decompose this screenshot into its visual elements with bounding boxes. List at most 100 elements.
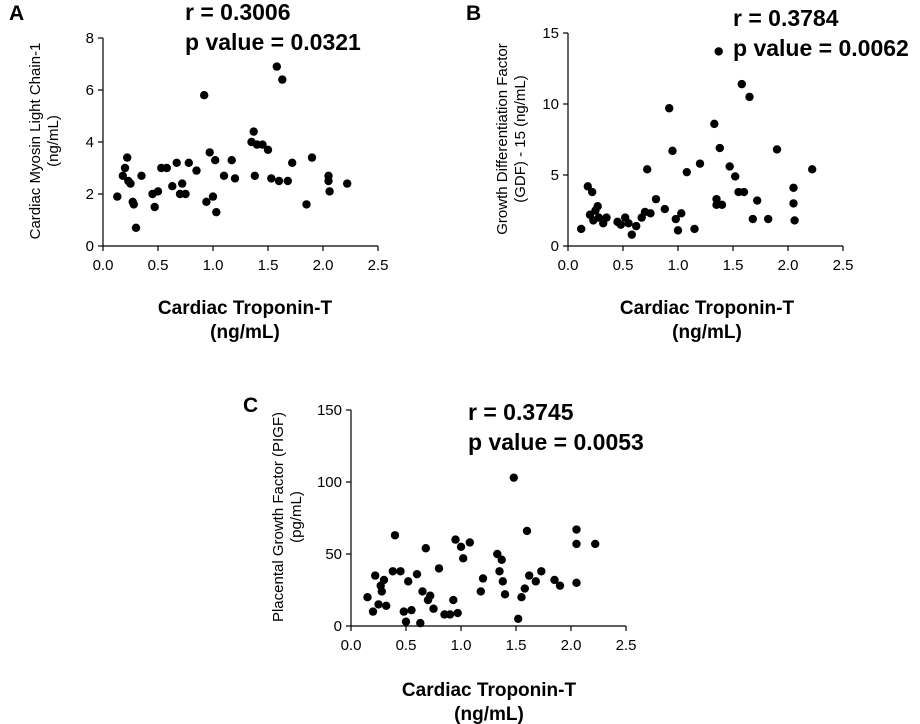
data-point-b — [593, 202, 602, 211]
x-tick-label-b: 0.5 — [613, 257, 634, 274]
data-point-c — [478, 574, 488, 583]
data-point-c — [404, 577, 413, 586]
x-tick-label-b: 2.5 — [833, 257, 854, 274]
data-point-a — [274, 176, 284, 186]
data-point-c — [416, 618, 425, 628]
data-point-a — [211, 156, 220, 165]
data-point-b — [665, 104, 674, 113]
panel-label-a: A — [9, 2, 24, 25]
data-point-b — [717, 200, 727, 210]
data-point-c — [382, 601, 391, 611]
data-point-c — [537, 567, 546, 576]
data-point-b — [739, 187, 749, 197]
data-point-b — [673, 226, 683, 235]
y-tick-label-b: 10 — [542, 96, 559, 113]
stat-r-c: r = 0.3745 — [468, 399, 574, 425]
data-point-a — [120, 163, 130, 173]
data-point-b — [737, 79, 746, 89]
data-point-a — [126, 179, 135, 188]
y-tick-label-a: 4 — [86, 134, 94, 151]
data-point-a — [250, 171, 259, 180]
data-point-a — [267, 174, 276, 183]
data-point-a — [168, 182, 177, 191]
data-point-b — [646, 209, 655, 218]
data-point-c — [434, 564, 444, 573]
x-tick-label-c: 1.5 — [506, 637, 527, 654]
data-point-c — [377, 587, 386, 596]
data-point-a — [129, 200, 138, 209]
data-point-a — [162, 163, 171, 173]
data-point-c — [495, 567, 504, 576]
x-tick-label-a: 0.5 — [148, 257, 169, 274]
data-point-c — [531, 577, 540, 586]
y-tick-label-a: 0 — [86, 238, 94, 255]
data-point-c — [550, 575, 559, 585]
data-point-a — [113, 192, 122, 201]
data-point-c — [514, 614, 523, 623]
data-point-a — [202, 197, 211, 206]
data-point-c — [363, 593, 372, 602]
data-point-c — [456, 542, 466, 551]
y-axis-label-c-line1: Placental Growth Factor (PIGF) — [270, 412, 287, 622]
data-point-a — [324, 176, 333, 186]
data-point-a — [205, 148, 214, 157]
data-point-c — [572, 578, 581, 587]
x-axis-label-c-line2: (ng/mL) — [454, 704, 524, 724]
data-point-b — [643, 165, 652, 174]
x-tick-label-b: 2.0 — [778, 257, 799, 274]
x-tick-label-b: 1.5 — [723, 257, 744, 274]
x-tick-label-c: 0.5 — [396, 637, 417, 654]
y-axis-label-b-line1: Growth Differentiation Factor — [494, 43, 511, 234]
data-point-c — [459, 554, 468, 563]
data-point-c — [371, 571, 380, 580]
y-tick-label-a: 2 — [86, 186, 94, 203]
data-point-b — [602, 213, 611, 222]
data-point-a — [249, 127, 258, 136]
data-point-b — [660, 204, 669, 214]
x-tick-label-a: 1.0 — [203, 257, 224, 274]
data-point-a — [219, 171, 229, 180]
plot-area-b: 0 5 10 15 0.0 0.5 1.0 1.5 2.0 2.5 — [542, 25, 853, 274]
x-tick-label-b: 0.0 — [558, 257, 579, 274]
y-axis-label-a-line2: (ng/mL) — [45, 115, 62, 167]
data-point-b — [651, 194, 661, 204]
data-point-c — [368, 607, 378, 616]
stat-p-c: p value = 0.0053 — [468, 429, 644, 455]
data-point-b — [725, 162, 734, 171]
data-point-c — [498, 577, 507, 586]
y-tick-label-c: 50 — [325, 546, 342, 563]
x-tick-label-c: 2.5 — [616, 637, 637, 654]
data-point-a — [288, 158, 297, 167]
x-tick-label-c: 2.0 — [561, 637, 582, 654]
data-point-b — [772, 145, 782, 154]
panel-c: C r = 0.3745 p value = 0.0053 Placental … — [243, 394, 644, 724]
data-point-b — [789, 199, 798, 208]
data-point-c — [426, 591, 435, 600]
data-point-c — [396, 567, 405, 576]
plot-area-c: 0 50 100 150 0.0 0.5 1.0 1.5 2.0 2.5 — [317, 402, 636, 654]
y-tick-label-a: 6 — [86, 82, 94, 99]
data-point-b — [731, 172, 740, 181]
stat-p-a: p value = 0.0321 — [185, 29, 361, 55]
data-point-c — [476, 587, 485, 596]
data-point-a — [258, 140, 267, 149]
data-point-b — [583, 182, 592, 191]
data-point-c — [500, 590, 510, 599]
data-point-a — [272, 62, 281, 71]
data-point-a — [181, 189, 190, 199]
data-point-b — [624, 219, 633, 228]
data-point-c — [451, 535, 460, 544]
stat-r-b: r = 0.3784 — [733, 5, 839, 31]
data-point-b — [682, 167, 691, 177]
panel-a: A r = 0.3006 p value = 0.0321 Cardiac My… — [9, 0, 361, 343]
data-point-b — [790, 216, 799, 225]
data-point-a — [172, 158, 181, 167]
y-tick-label-c: 100 — [317, 474, 342, 491]
data-point-a — [137, 171, 146, 180]
data-point-c — [379, 575, 389, 585]
data-point-a — [227, 156, 236, 165]
data-point-b — [764, 214, 773, 224]
data-point-a — [212, 208, 221, 217]
data-point-c — [401, 617, 411, 626]
